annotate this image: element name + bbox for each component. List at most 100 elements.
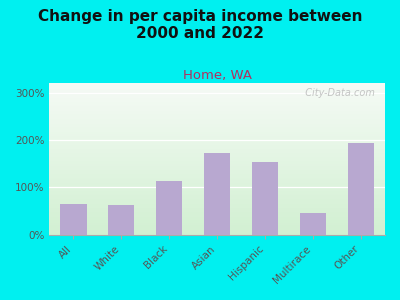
Bar bbox=[49, 122, 385, 123]
Bar bbox=[49, 114, 385, 115]
Bar bbox=[49, 176, 385, 177]
Bar bbox=[49, 221, 385, 222]
Bar bbox=[49, 200, 385, 201]
Bar bbox=[49, 214, 385, 215]
Bar bbox=[49, 217, 385, 218]
Bar bbox=[49, 155, 385, 156]
Bar bbox=[49, 215, 385, 216]
Bar bbox=[49, 191, 385, 192]
Bar bbox=[49, 85, 385, 86]
Bar bbox=[49, 223, 385, 224]
Bar bbox=[49, 186, 385, 187]
Bar bbox=[49, 179, 385, 180]
Bar bbox=[49, 233, 385, 234]
Bar bbox=[49, 201, 385, 202]
Bar bbox=[49, 169, 385, 170]
Bar bbox=[49, 199, 385, 200]
Bar bbox=[49, 123, 385, 124]
Bar bbox=[49, 228, 385, 229]
Bar bbox=[49, 132, 385, 133]
Bar bbox=[49, 120, 385, 121]
Bar bbox=[49, 202, 385, 203]
Bar bbox=[49, 174, 385, 175]
Bar bbox=[49, 194, 385, 195]
Bar bbox=[49, 88, 385, 89]
Bar bbox=[49, 140, 385, 141]
Bar bbox=[49, 148, 385, 149]
Bar bbox=[49, 93, 385, 94]
Bar bbox=[49, 197, 385, 198]
Bar bbox=[49, 222, 385, 223]
Bar bbox=[49, 192, 385, 193]
Bar bbox=[49, 95, 385, 96]
Bar bbox=[49, 161, 385, 162]
Bar bbox=[49, 177, 385, 178]
Bar bbox=[49, 183, 385, 184]
Bar bbox=[49, 145, 385, 146]
Bar bbox=[49, 106, 385, 107]
Bar bbox=[49, 118, 385, 119]
Bar bbox=[49, 105, 385, 106]
Bar bbox=[49, 185, 385, 186]
Bar bbox=[49, 225, 385, 226]
Bar bbox=[49, 206, 385, 207]
Title: Home, WA: Home, WA bbox=[183, 69, 252, 82]
Bar bbox=[49, 196, 385, 197]
Bar bbox=[49, 119, 385, 120]
Bar bbox=[49, 198, 385, 199]
Bar bbox=[49, 101, 385, 102]
Bar bbox=[49, 113, 385, 114]
Bar bbox=[49, 136, 385, 137]
Bar bbox=[49, 131, 385, 132]
Bar bbox=[49, 134, 385, 135]
Bar bbox=[49, 96, 385, 97]
Bar bbox=[49, 193, 385, 194]
Bar bbox=[49, 83, 385, 84]
Bar bbox=[49, 173, 385, 174]
Bar bbox=[49, 112, 385, 113]
Bar bbox=[49, 230, 385, 231]
Bar bbox=[49, 138, 385, 139]
Bar bbox=[49, 160, 385, 161]
Bar bbox=[49, 188, 385, 189]
Bar bbox=[49, 110, 385, 111]
Bar bbox=[49, 153, 385, 154]
Bar bbox=[49, 203, 385, 204]
Bar bbox=[49, 84, 385, 85]
Bar bbox=[49, 151, 385, 152]
Bar bbox=[49, 89, 385, 90]
Bar bbox=[49, 99, 385, 100]
Bar bbox=[49, 152, 385, 153]
Bar bbox=[49, 187, 385, 188]
Bar bbox=[49, 210, 385, 211]
Bar bbox=[49, 166, 385, 167]
Bar bbox=[49, 129, 385, 130]
Bar bbox=[49, 219, 385, 220]
Bar bbox=[49, 142, 385, 143]
Bar bbox=[49, 135, 385, 136]
Bar bbox=[49, 207, 385, 208]
Bar bbox=[49, 209, 385, 210]
Bar bbox=[49, 100, 385, 101]
Bar bbox=[49, 139, 385, 140]
Bar bbox=[49, 220, 385, 221]
Bar bbox=[49, 164, 385, 165]
Bar bbox=[49, 212, 385, 213]
Bar bbox=[49, 234, 385, 235]
Bar bbox=[49, 117, 385, 118]
Bar bbox=[49, 208, 385, 209]
Bar bbox=[49, 144, 385, 145]
Bar bbox=[49, 190, 385, 191]
Bar bbox=[49, 229, 385, 230]
Bar bbox=[49, 226, 385, 227]
Bar bbox=[49, 159, 385, 160]
Bar bbox=[49, 103, 385, 104]
Bar bbox=[49, 189, 385, 190]
Bar bbox=[49, 170, 385, 171]
Bar bbox=[49, 147, 385, 148]
Bar bbox=[49, 149, 385, 150]
Bar bbox=[49, 116, 385, 117]
Bar bbox=[49, 115, 385, 116]
Bar bbox=[49, 128, 385, 129]
Bar bbox=[49, 154, 385, 155]
